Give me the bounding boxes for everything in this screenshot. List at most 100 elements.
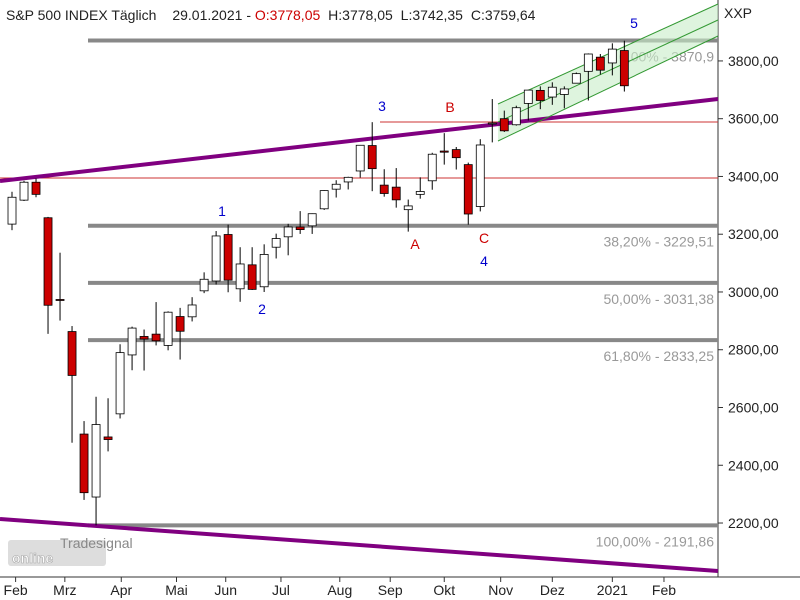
candle-body [115,352,125,415]
candle-body [139,336,149,340]
candle-body [475,144,485,207]
high-value: H:3778,05 [328,7,393,23]
x-tick-label: Jun [214,582,237,598]
channel-fill [498,4,718,141]
candle-body [127,327,137,356]
candle-body [31,181,41,195]
candle-body [511,107,521,126]
logo: Tradesignal online [8,535,133,566]
logo-big: online [12,550,53,566]
x-tick-label: Nov [488,582,513,598]
y-tick-label: 2400,00 [728,457,779,473]
symbol: XXP [724,5,752,21]
candle-body [319,190,329,210]
candle-body [79,433,89,494]
candle-body [487,122,497,125]
candle-body [547,86,557,98]
y-tick-label: 3800,00 [728,53,779,69]
candle-body [175,316,185,332]
candle-body [499,118,509,132]
candle-body [199,278,209,292]
candle-body [559,88,569,95]
y-tick-label: 2200,00 [728,515,779,531]
close-value: C:3759,64 [471,7,536,23]
wave-label: 3 [378,98,386,114]
x-tick-label: Sep [378,582,403,598]
trend-line [0,517,719,573]
header: S&P 500 INDEX Täglich 29.01.2021 - O:377… [6,7,536,23]
x-tick-label: Jul [272,582,290,598]
y-tick-label: 3400,00 [728,168,779,184]
candle-body [379,184,389,194]
candle-body [103,436,113,440]
candle-body [295,226,305,230]
wave-label: 4 [480,253,488,269]
candle-body [367,145,377,170]
x-tick-label: Dez [540,582,565,598]
logo-small: Tradesignal [60,535,133,551]
open-value: O:3778,05 [255,7,321,23]
candle-body [271,238,281,248]
wave-label: 2 [258,301,266,317]
candle-body [415,191,425,195]
title: S&P 500 INDEX Täglich [6,7,156,23]
x-tick-label: Mai [165,582,188,598]
y-tick-label: 3600,00 [728,111,779,127]
candle-body [583,53,593,72]
candle-body [283,226,293,238]
date: 29.01.2021 [172,7,242,23]
candle-body [151,333,161,342]
y-tick-label: 2800,00 [728,342,779,358]
candle-body [91,424,101,498]
x-tick-label: Mrz [53,582,76,598]
wave-label: C [479,230,489,246]
fib-label: 61,80% - 2833,25 [603,348,714,364]
candle-body [451,149,461,159]
x-tick-label: Aug [327,582,352,598]
candle-body [307,213,317,227]
trend-line [0,97,719,183]
wave-label: 1 [218,203,226,219]
x-tick-label: Okt [433,582,455,598]
candle-body [331,183,341,190]
candle-body [571,73,581,84]
candle-body [67,331,77,376]
trend-line [497,35,719,142]
fib-label: 50,00% - 3031,38 [603,291,714,307]
candle-body [595,56,605,71]
candle-body [535,89,545,101]
candle-body [343,176,353,183]
wave-label: 5 [630,15,638,31]
candle-body [19,181,29,201]
trend-line [497,19,719,123]
candle-body [43,217,53,306]
x-tick-label: 2021 [597,582,628,598]
candle-body [163,311,173,346]
x-tick-label: Feb [4,582,28,598]
dash: - [246,7,255,23]
wave-label: B [445,99,454,115]
candle-body [187,304,197,318]
x-tick-label: Apr [110,582,132,598]
y-tick-label: 3200,00 [728,226,779,242]
candle-body [7,196,17,225]
candle-body [619,50,629,87]
candle-body [259,254,269,288]
y-tick-label: 3000,00 [728,284,779,300]
y-tick-label: 2600,00 [728,399,779,415]
wave-label: A [410,236,420,252]
logo-box [8,540,106,566]
x-tick-label: Feb [652,582,676,598]
candle-body [355,144,365,172]
candle-body [247,264,257,290]
candle-body [391,186,401,201]
fib-label: 100,00% - 2191,86 [596,533,715,549]
candle-body [607,48,617,64]
candle-body [439,150,449,153]
candle-body [403,205,413,211]
low-value: L:3742,35 [401,7,463,23]
candle-body [223,234,233,281]
candle-body [463,164,473,215]
candle-body [55,299,65,301]
